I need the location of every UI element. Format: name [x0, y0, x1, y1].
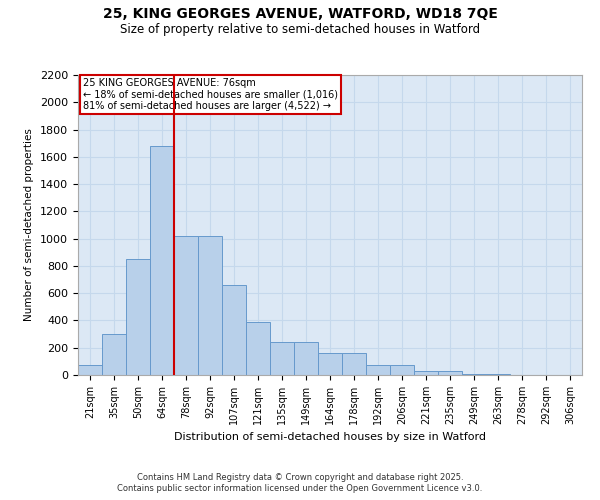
- Bar: [438, 371, 462, 375]
- Bar: [486, 374, 510, 375]
- Bar: [366, 366, 390, 375]
- Bar: [150, 146, 174, 375]
- Bar: [318, 353, 342, 375]
- Bar: [78, 366, 102, 375]
- Bar: [342, 353, 366, 375]
- Bar: [222, 285, 246, 375]
- Bar: [294, 342, 318, 375]
- Text: Size of property relative to semi-detached houses in Watford: Size of property relative to semi-detach…: [120, 22, 480, 36]
- Text: 25, KING GEORGES AVENUE, WATFORD, WD18 7QE: 25, KING GEORGES AVENUE, WATFORD, WD18 7…: [103, 8, 497, 22]
- Bar: [174, 236, 198, 375]
- Bar: [246, 322, 270, 375]
- Bar: [390, 366, 414, 375]
- Bar: [126, 259, 150, 375]
- Bar: [414, 371, 438, 375]
- Bar: [198, 236, 222, 375]
- Bar: [462, 374, 486, 375]
- Text: 25 KING GEORGES AVENUE: 76sqm
← 18% of semi-detached houses are smaller (1,016)
: 25 KING GEORGES AVENUE: 76sqm ← 18% of s…: [83, 78, 338, 111]
- Text: Distribution of semi-detached houses by size in Watford: Distribution of semi-detached houses by …: [174, 432, 486, 442]
- Bar: [270, 342, 294, 375]
- Bar: [102, 334, 126, 375]
- Text: Contains HM Land Registry data © Crown copyright and database right 2025.: Contains HM Land Registry data © Crown c…: [137, 472, 463, 482]
- Y-axis label: Number of semi-detached properties: Number of semi-detached properties: [25, 128, 34, 322]
- Text: Contains public sector information licensed under the Open Government Licence v3: Contains public sector information licen…: [118, 484, 482, 493]
